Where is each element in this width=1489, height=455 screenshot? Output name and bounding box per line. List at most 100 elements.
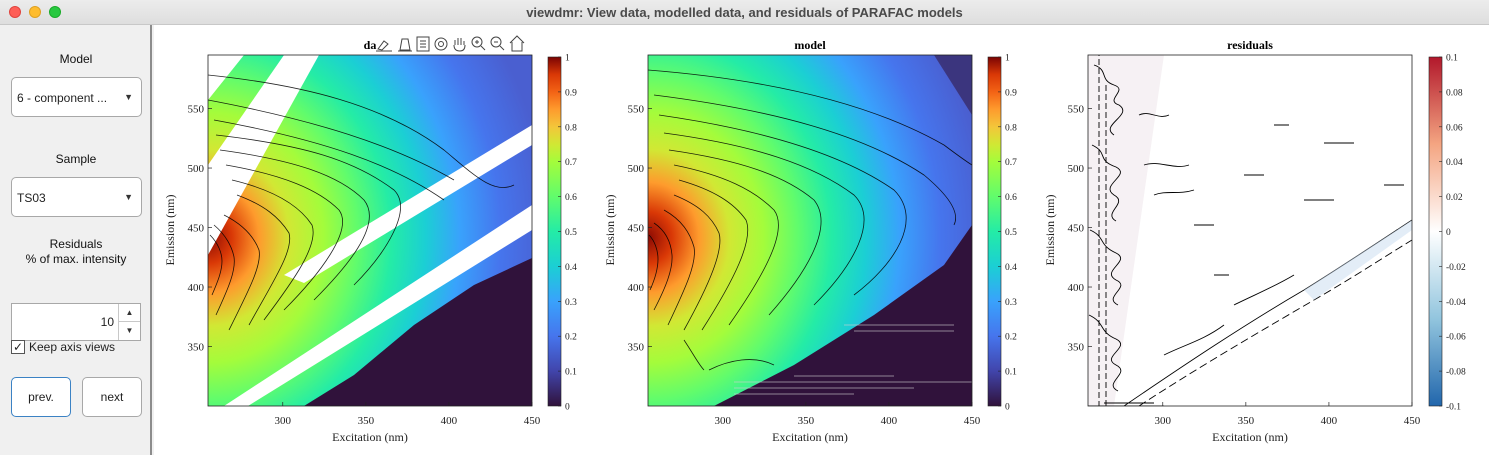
residuals-heatmap bbox=[1088, 55, 1412, 406]
y-tick-label: 400 bbox=[1068, 282, 1085, 294]
colorbar-tick-label: 0 bbox=[565, 403, 570, 413]
zoom-window-button[interactable] bbox=[49, 6, 61, 18]
next-button[interactable]: next bbox=[82, 377, 142, 417]
residuals-plot-xticks: 300 350 400 450 bbox=[1155, 402, 1421, 427]
residuals-plot-ylabel: Emission (nm) bbox=[1043, 194, 1057, 265]
colorbar-tick-label: 0.2 bbox=[1005, 333, 1017, 343]
data-plot-xticks: 300 350 400 450 bbox=[275, 402, 541, 427]
zoom-in-icon[interactable] bbox=[471, 36, 486, 51]
colorbar-tick-label: 0.7 bbox=[565, 158, 577, 168]
x-tick-label: 350 bbox=[358, 415, 375, 427]
model-plot[interactable]: model Excitation (nm) Emission (nm) 300 3… bbox=[603, 38, 1017, 444]
y-tick-label: 550 bbox=[188, 104, 205, 116]
colorbar-tick-label: 1 bbox=[565, 54, 570, 64]
plots-canvas: da Excitation (nm) Emission (nm) 300 350 4… bbox=[163, 35, 1466, 444]
spinner-buttons: ▲ ▼ bbox=[118, 304, 140, 340]
x-tick-label: 400 bbox=[1321, 415, 1338, 427]
model-colorbar-ticks: 0 0.1 0.2 0.3 0.4 0.5 0.6 0.7 0.8 0.9 1 bbox=[998, 54, 1017, 413]
residuals-colorbar-ticks: -0.1 -0.08 -0.06 -0.04 -0.02 0 0.02 0.04 0.06 0.0… bbox=[1439, 54, 1466, 413]
window-title: viewdmr: View data, modelled data, and r… bbox=[526, 5, 963, 20]
colorbar-tick-label: -0.06 bbox=[1446, 333, 1466, 343]
colorbar-tick-label: -0.02 bbox=[1446, 263, 1466, 273]
colorbar-tick-label: 0.9 bbox=[565, 88, 577, 98]
colorbar-tick-label: 0.06 bbox=[1446, 123, 1463, 133]
model-dropdown-value: 6 - component ... bbox=[17, 91, 108, 105]
spinner-up-icon[interactable]: ▲ bbox=[119, 304, 140, 322]
colorbar-tick-label: 0.4 bbox=[1005, 263, 1017, 273]
pan-icon[interactable] bbox=[453, 38, 466, 52]
colorbar-tick-label: -0.04 bbox=[1446, 298, 1466, 308]
y-tick-label: 450 bbox=[1068, 223, 1085, 235]
brush-icon[interactable] bbox=[376, 40, 392, 52]
y-tick-label: 550 bbox=[1068, 104, 1085, 116]
colorbar-tick-label: 0 bbox=[1446, 228, 1451, 238]
colorbar-tick-label: 1 bbox=[1005, 54, 1010, 64]
x-tick-label: 350 bbox=[798, 415, 815, 427]
control-panel: Model 6 - component ... ▼ Sample TS03 ▼ … bbox=[0, 25, 152, 455]
y-tick-label: 500 bbox=[628, 163, 645, 175]
data-colorbar-ticks: 0 0.1 0.2 0.3 0.4 0.5 0.6 0.7 0.8 0.9 1 bbox=[558, 54, 577, 413]
residuals-value[interactable]: 10 bbox=[100, 315, 114, 329]
minimize-window-button[interactable] bbox=[29, 6, 41, 18]
data-plot[interactable]: da Excitation (nm) Emission (nm) 300 350 4… bbox=[163, 38, 577, 444]
residuals-plot-xlabel: Excitation (nm) bbox=[1212, 430, 1288, 444]
y-tick-label: 450 bbox=[188, 223, 205, 235]
data-plot-title: da bbox=[364, 38, 377, 52]
x-tick-label: 300 bbox=[1155, 415, 1172, 427]
axes-toolbar bbox=[376, 35, 525, 52]
prev-button[interactable]: prev. bbox=[11, 377, 71, 417]
colorbar-tick-label: 0.3 bbox=[565, 298, 577, 308]
legend-icon[interactable] bbox=[416, 36, 430, 52]
y-tick-label: 500 bbox=[1068, 163, 1085, 175]
residuals-plot[interactable]: residuals Excitation (nm) Emission (nm) … bbox=[1043, 38, 1466, 444]
y-tick-label: 550 bbox=[628, 104, 645, 116]
sample-dropdown[interactable]: TS03 ▼ bbox=[11, 177, 142, 217]
y-tick-label: 350 bbox=[1068, 342, 1085, 354]
model-label: Model bbox=[59, 52, 93, 66]
sample-label: Sample bbox=[55, 152, 97, 166]
colorbar-tick-label: 0.4 bbox=[565, 263, 577, 273]
colorbar-tick-label: 0.6 bbox=[1005, 193, 1017, 203]
home-icon[interactable] bbox=[509, 35, 525, 52]
y-tick-label: 450 bbox=[628, 223, 645, 235]
model-plot-yticks: 350 400 450 500 550 bbox=[628, 104, 652, 354]
colorbar-tick-label: 0.3 bbox=[1005, 298, 1017, 308]
model-plot-xlabel: Excitation (nm) bbox=[772, 430, 848, 444]
colorbar-tick-label: 0.1 bbox=[1005, 368, 1017, 378]
dropdown-caret-icon: ▼ bbox=[124, 92, 133, 102]
y-tick-label: 400 bbox=[628, 282, 645, 294]
data-plot-yticks: 350 400 450 500 550 bbox=[188, 104, 212, 354]
colorbar-tick-label: 0.1 bbox=[565, 368, 577, 378]
colorbar-tick-label: 0.1 bbox=[1446, 54, 1458, 64]
colorbar-tick-label: 0.5 bbox=[565, 228, 577, 238]
x-tick-label: 300 bbox=[715, 415, 732, 427]
edit-icon[interactable] bbox=[398, 38, 412, 52]
keep-axis-label: Keep axis views bbox=[29, 340, 116, 354]
close-window-button[interactable] bbox=[9, 6, 21, 18]
y-tick-label: 500 bbox=[188, 163, 205, 175]
x-tick-label: 300 bbox=[275, 415, 292, 427]
data-plot-ylabel: Emission (nm) bbox=[163, 194, 177, 265]
colorbar-tick-label: 0.2 bbox=[565, 333, 577, 343]
model-heatmap bbox=[648, 55, 972, 406]
zoom-out-icon[interactable] bbox=[490, 36, 505, 51]
x-tick-label: 450 bbox=[524, 415, 541, 427]
keep-axis-checkbox[interactable]: ✓ bbox=[11, 340, 25, 354]
y-tick-label: 350 bbox=[628, 342, 645, 354]
y-tick-label: 400 bbox=[188, 282, 205, 294]
data-heatmap bbox=[208, 55, 532, 406]
colorbar-tick-label: 0.08 bbox=[1446, 88, 1463, 98]
dropdown-caret-icon: ▼ bbox=[124, 192, 133, 202]
rotate-icon[interactable] bbox=[434, 37, 448, 51]
model-dropdown[interactable]: 6 - component ... ▼ bbox=[11, 77, 142, 117]
colorbar-tick-label: -0.1 bbox=[1446, 403, 1461, 413]
model-plot-title: model bbox=[794, 38, 826, 52]
colorbar-tick-label: 0.5 bbox=[1005, 228, 1017, 238]
x-tick-label: 400 bbox=[441, 415, 458, 427]
x-tick-label: 450 bbox=[964, 415, 981, 427]
residuals-plot-title: residuals bbox=[1227, 38, 1273, 52]
spinner-down-icon[interactable]: ▼ bbox=[125, 326, 134, 335]
colorbar-tick-label: 0 bbox=[1005, 403, 1010, 413]
residuals-spinner[interactable]: 10 ▲ ▼ bbox=[11, 303, 141, 341]
colorbar-tick-label: 0.9 bbox=[1005, 88, 1017, 98]
